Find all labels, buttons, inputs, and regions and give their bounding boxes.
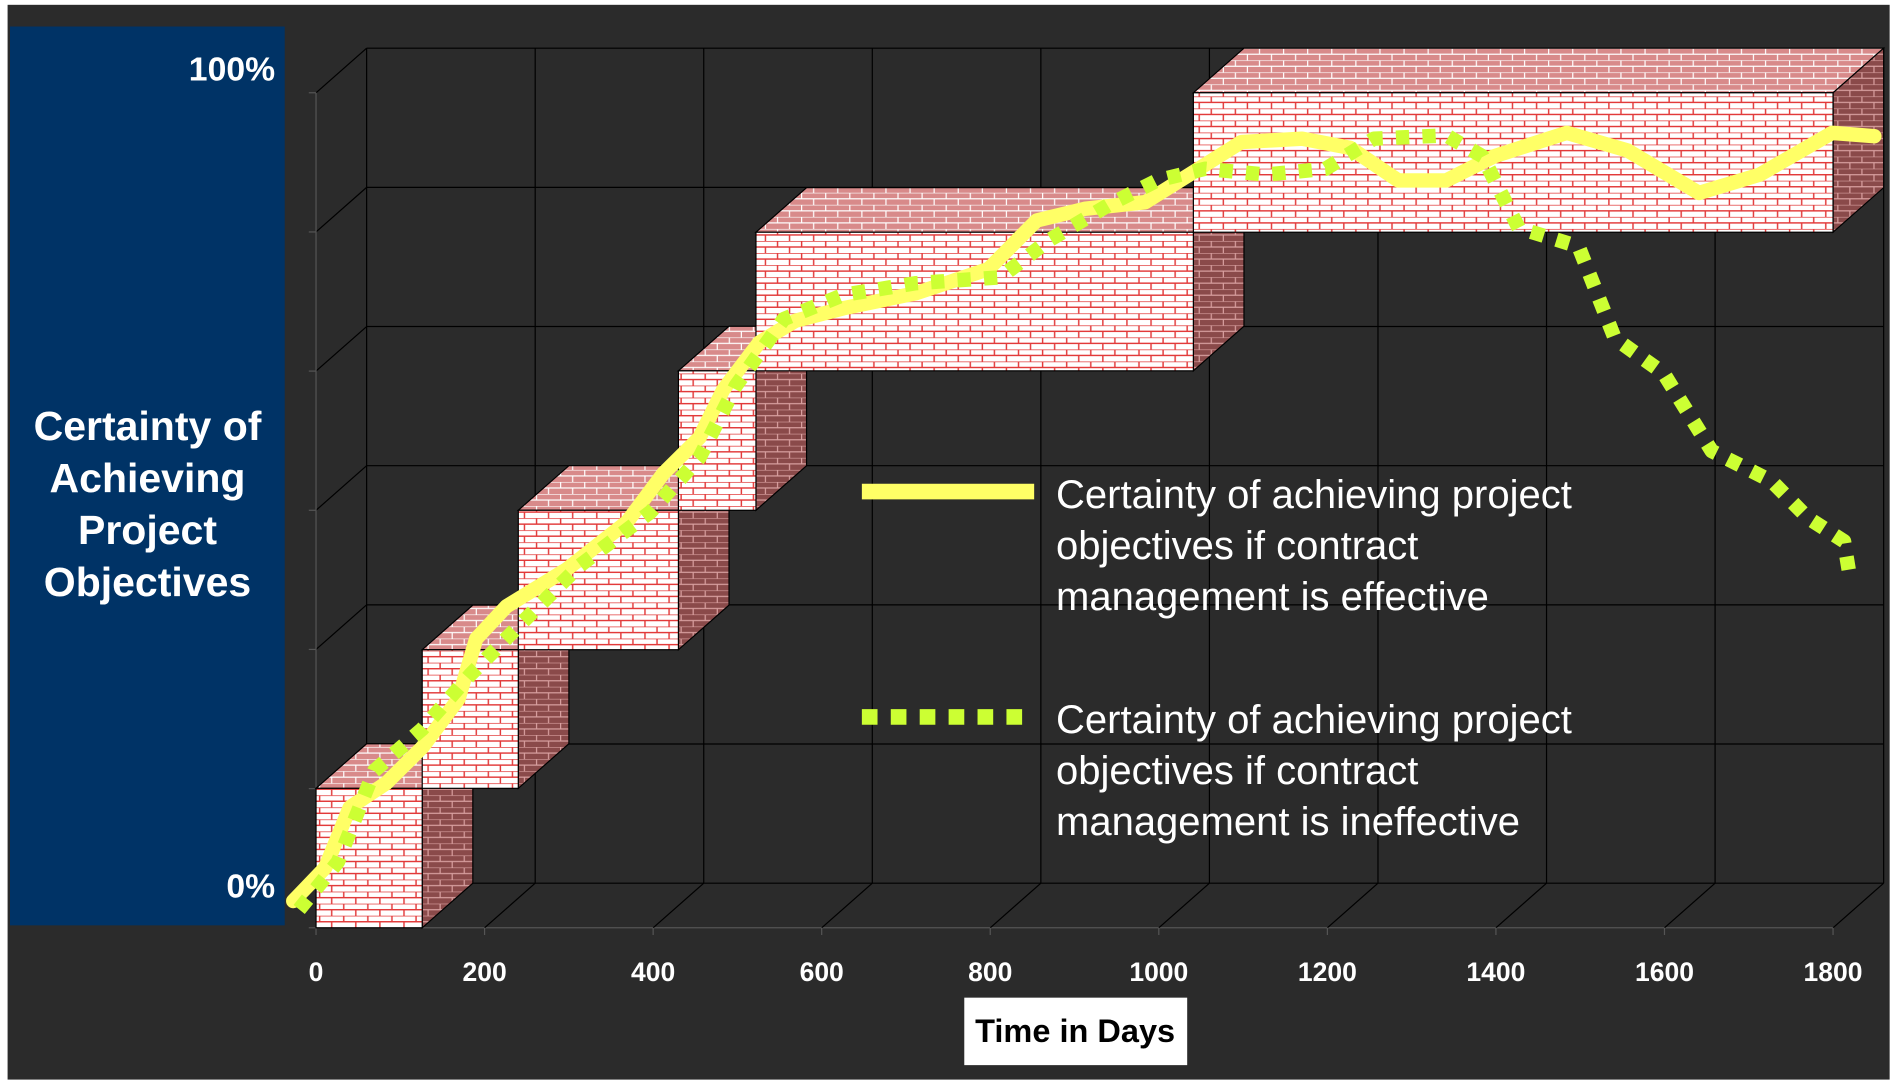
x-tick-label: 1200 xyxy=(1298,957,1357,987)
page: Time in Days 0 200 400 600 800 1000 1200 1400 16… xyxy=(0,0,1890,1082)
x-tick-label: 600 xyxy=(800,957,844,987)
x-tick-label: 200 xyxy=(462,957,506,987)
y-tick-label: 0% xyxy=(226,868,275,906)
x-axis-title: Time in Days xyxy=(975,1013,1175,1049)
x-tick-label: 400 xyxy=(631,957,675,987)
y-tick-label: 100% xyxy=(189,51,275,89)
step-front xyxy=(756,232,1193,371)
x-tick-label: 1000 xyxy=(1129,957,1188,987)
x-tick-label: 0 xyxy=(309,957,324,987)
x-tick-label: 1600 xyxy=(1635,957,1694,987)
step-box xyxy=(756,188,1244,371)
y-axis-title: Certainty of Achieving Project Objective… xyxy=(10,400,285,608)
step-top xyxy=(1193,48,1883,93)
legend-entry: Certainty of achieving project objective… xyxy=(1056,470,1636,623)
legend-entry: Certainty of achieving project objective… xyxy=(1056,695,1636,848)
x-tick-label: 1800 xyxy=(1804,957,1863,987)
x-tick-label: 800 xyxy=(968,957,1012,987)
step-front xyxy=(1193,93,1833,232)
x-tick-label: 1400 xyxy=(1466,957,1525,987)
